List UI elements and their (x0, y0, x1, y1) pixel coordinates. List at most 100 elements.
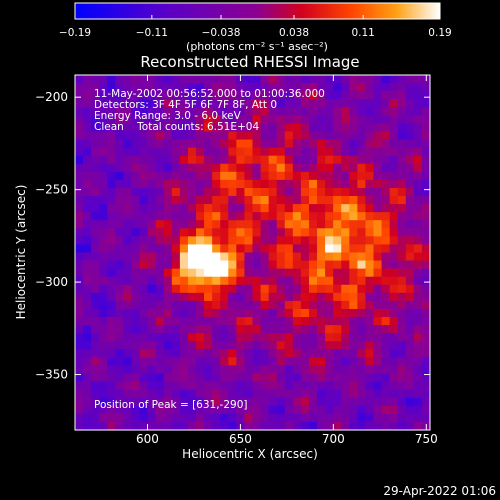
heatmap-cell (413, 365, 423, 375)
heatmap-cell (260, 115, 270, 125)
heatmap-cell (365, 389, 375, 399)
heatmap-cell (123, 373, 133, 383)
heatmap-cell (317, 123, 326, 133)
heatmap-cell (373, 317, 383, 326)
heatmap-cell (204, 83, 213, 92)
heatmap-cell (413, 341, 423, 350)
heatmap-cell (413, 373, 423, 383)
heatmap-cell (292, 317, 302, 326)
heatmap-cell (204, 268, 213, 278)
heatmap-cell (83, 308, 92, 318)
heatmap-cell (163, 413, 173, 423)
heatmap-cell (357, 204, 367, 213)
heatmap-cell (381, 228, 391, 237)
heatmap-cell (413, 252, 423, 262)
heatmap-cell (187, 115, 197, 125)
heatmap-cell (220, 204, 229, 213)
heatmap-cell (147, 292, 157, 302)
heatmap-cell (365, 204, 375, 213)
heatmap-cell (75, 115, 84, 125)
heatmap-cell (252, 123, 262, 133)
heatmap-cell (413, 325, 423, 334)
heatmap-cell (341, 317, 350, 326)
heatmap-cell (244, 107, 254, 116)
heatmap-cell (292, 284, 302, 294)
heatmap-cell (389, 276, 399, 286)
heatmap-cell (413, 91, 423, 100)
heatmap-cell (260, 284, 270, 294)
heatmap-cell (99, 155, 108, 165)
heatmap-cell (212, 405, 221, 415)
heatmap-cell (341, 292, 350, 302)
heatmap-cell (268, 317, 278, 326)
heatmap-cell (163, 276, 173, 286)
heatmap-cell (276, 317, 286, 326)
heatmap-cell (421, 131, 431, 141)
heatmap-cell (220, 341, 229, 350)
heatmap-cell (228, 413, 237, 423)
heatmap-cell (179, 244, 189, 254)
heatmap-cell (268, 325, 278, 334)
heatmap-cell (260, 276, 270, 286)
heatmap-cell (131, 115, 141, 125)
heatmap-cell (212, 107, 221, 116)
heatmap-cell (91, 252, 100, 262)
heatmap-cell (276, 397, 286, 407)
heatmap-cell (131, 163, 141, 173)
heatmap-cell (83, 421, 92, 431)
heatmap-cell (99, 236, 108, 246)
heatmap-cell (357, 260, 367, 270)
heatmap-cell (421, 413, 431, 423)
heatmap-cell (228, 163, 237, 173)
heatmap-cell (115, 284, 125, 294)
heatmap-cell (187, 397, 197, 407)
chart-title: Reconstructed RHESSI Image (140, 53, 359, 71)
heatmap-cell (317, 163, 326, 173)
heatmap-cell (317, 325, 326, 334)
heatmap-cell (268, 187, 278, 197)
heatmap-cell (397, 413, 407, 423)
heatmap-cell (196, 381, 205, 391)
heatmap-cell (115, 308, 125, 318)
heatmap-cell (212, 220, 221, 229)
heatmap-cell (381, 236, 391, 246)
heatmap-cell (228, 187, 237, 197)
heatmap-cell (252, 155, 262, 165)
heatmap-cell (171, 147, 181, 157)
heatmap-cell (236, 389, 246, 399)
heatmap-cell (187, 325, 197, 334)
heatmap-cell (147, 325, 157, 334)
heatmap-cell (341, 357, 350, 367)
heatmap-cell (228, 228, 237, 237)
heatmap-cell (83, 389, 92, 399)
heatmap-cell (123, 413, 133, 423)
heatmap-cell (171, 99, 181, 108)
heatmap-cell (228, 349, 237, 358)
heatmap-cell (196, 300, 205, 310)
heatmap-cell (115, 421, 125, 431)
heatmap-cell (212, 421, 221, 431)
heatmap-cell (252, 99, 262, 108)
heatmap-cell (171, 236, 181, 246)
heatmap-cell (179, 139, 189, 149)
heatmap-cell (373, 228, 383, 237)
colorbar: −0.19 −0.11 −0.038 0.038 0.11 0.19 (photons c… (59, 2, 452, 53)
heatmap-cell (75, 204, 84, 213)
heatmap-cell (405, 204, 415, 213)
heatmap-cell (308, 75, 318, 84)
heatmap-cell (341, 276, 350, 286)
heatmap-cell (341, 147, 350, 157)
heatmap-cell (131, 421, 141, 431)
heatmap-cell (381, 131, 391, 141)
heatmap-cell (405, 325, 415, 334)
heatmap-cell (357, 389, 367, 399)
heatmap-cell (91, 397, 100, 407)
heatmap-cell (228, 115, 237, 125)
heatmap-cell (389, 405, 399, 415)
heatmap-cell (147, 228, 157, 237)
heatmap-cell (308, 171, 318, 181)
heatmap-cell (155, 397, 165, 407)
heatmap-cell (83, 204, 92, 213)
heatmap-cell (236, 317, 246, 326)
heatmap-cell (389, 317, 399, 326)
